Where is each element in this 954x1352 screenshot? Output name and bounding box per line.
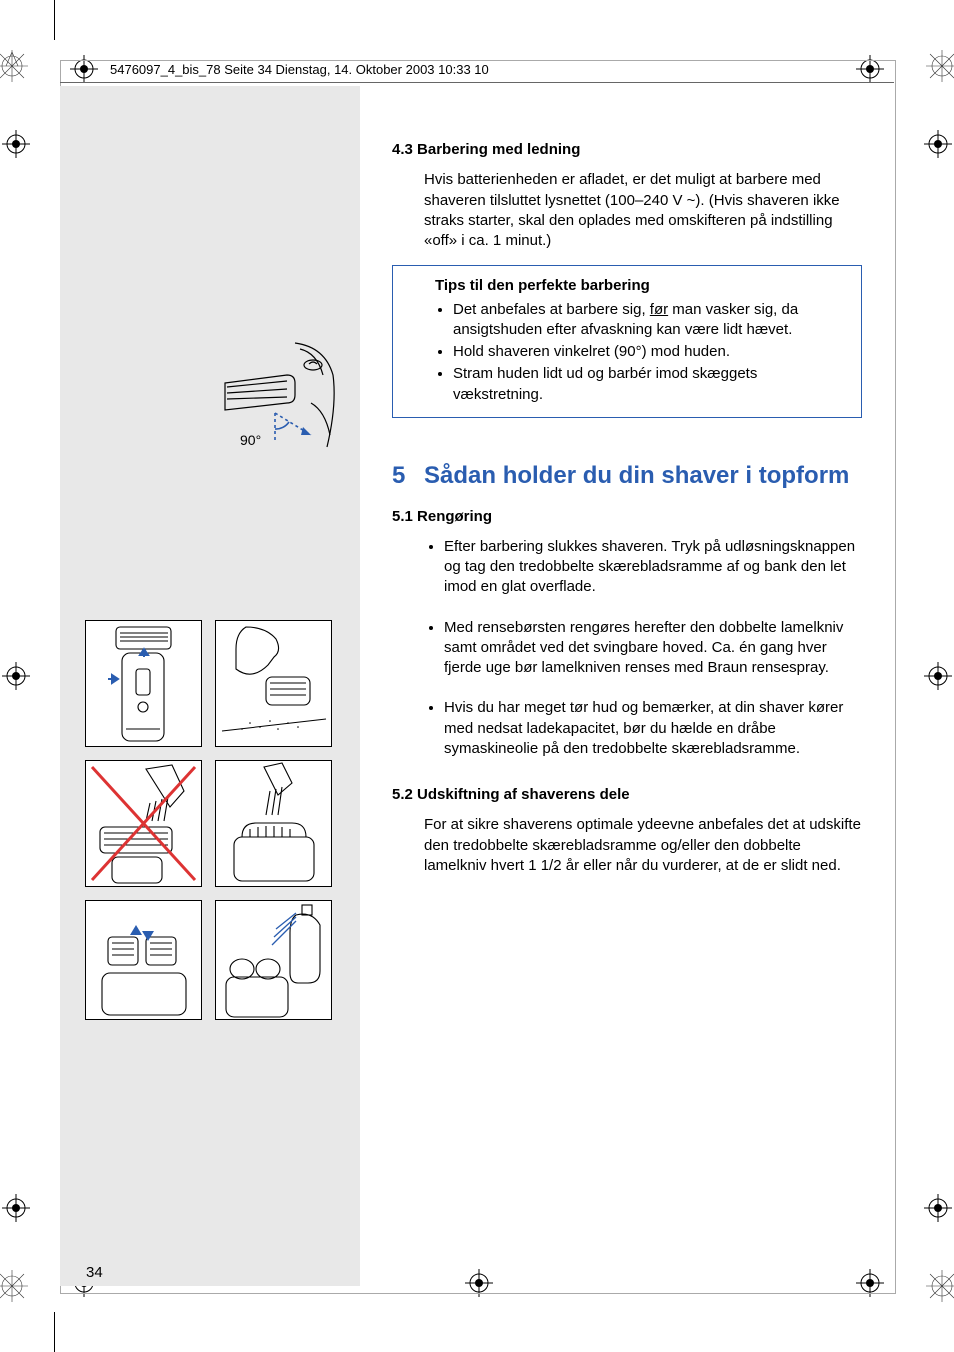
tips-item: Det anbefales at barbere sig, før man va… — [453, 300, 849, 341]
reg-mark-starburst — [0, 50, 28, 82]
crop-line — [54, 0, 55, 40]
tips-box: Tips til den perfekte barbering Det anbe… — [392, 265, 862, 418]
heading-5-1: 5.1 Rengøring — [392, 507, 862, 527]
illustration-tap-foil — [215, 620, 332, 747]
angle-label: 90° — [240, 432, 261, 448]
main-text-column: 4.3 Barbering med ledning Hvis batterien… — [392, 140, 862, 882]
cleaning-item: Hvis du har meget tør hud og bemærker, a… — [444, 698, 862, 759]
illustration-replace-cutter — [85, 900, 202, 1020]
paragraph-5-2: For at sikre shaverens optimale ydeevne … — [392, 815, 862, 876]
header-rule — [60, 82, 894, 83]
tips-item: Stram huden lidt ud og barbér imod skægg… — [453, 364, 849, 405]
reg-mark-starburst — [926, 1270, 954, 1302]
reg-mark-starburst — [0, 1270, 28, 1302]
reg-mark-crosshair — [924, 1194, 952, 1222]
reg-mark-starburst — [926, 50, 954, 82]
heading-section-5: 5 Sådan holder du din shaver i topform — [392, 462, 862, 491]
illustration-shaver-detach — [85, 620, 202, 747]
reg-mark-crosshair — [2, 1194, 30, 1222]
crop-line — [54, 1312, 55, 1352]
reg-mark-crosshair — [924, 130, 952, 158]
illustration-spray-oil — [215, 900, 332, 1020]
paragraph-4-3: Hvis batterienheden er afladet, er det m… — [392, 170, 862, 251]
illustration-shaving-angle — [215, 335, 340, 450]
reg-mark-crosshair — [2, 662, 30, 690]
page-header-meta: 5476097_4_bis_78 Seite 34 Dienstag, 14. … — [110, 62, 489, 77]
section-title: Sådan holder du din shaver i topform — [424, 462, 849, 491]
text: Det anbefales at barbere sig, — [453, 301, 650, 318]
cleaning-item: Med rensebørsten rengøres herefter den d… — [444, 618, 862, 679]
illustration-brush-cutter — [215, 760, 332, 887]
cleaning-item: Efter barbering slukkes shaveren. Tryk p… — [444, 537, 862, 598]
reg-mark-crosshair — [924, 662, 952, 690]
tips-item: Hold shaveren vinkelret (90°) mod huden. — [453, 342, 849, 362]
illustration-no-brush-foil — [85, 760, 202, 887]
heading-4-3: 4.3 Barbering med ledning — [392, 140, 862, 160]
heading-5-2: 5.2 Udskiftning af shaverens dele — [392, 785, 862, 805]
page-number: 34 — [86, 1264, 103, 1281]
section-number: 5 — [392, 462, 424, 491]
reg-mark-crosshair — [2, 130, 30, 158]
text-underlined: før — [650, 301, 668, 318]
tips-title: Tips til den perfekte barbering — [405, 276, 849, 296]
